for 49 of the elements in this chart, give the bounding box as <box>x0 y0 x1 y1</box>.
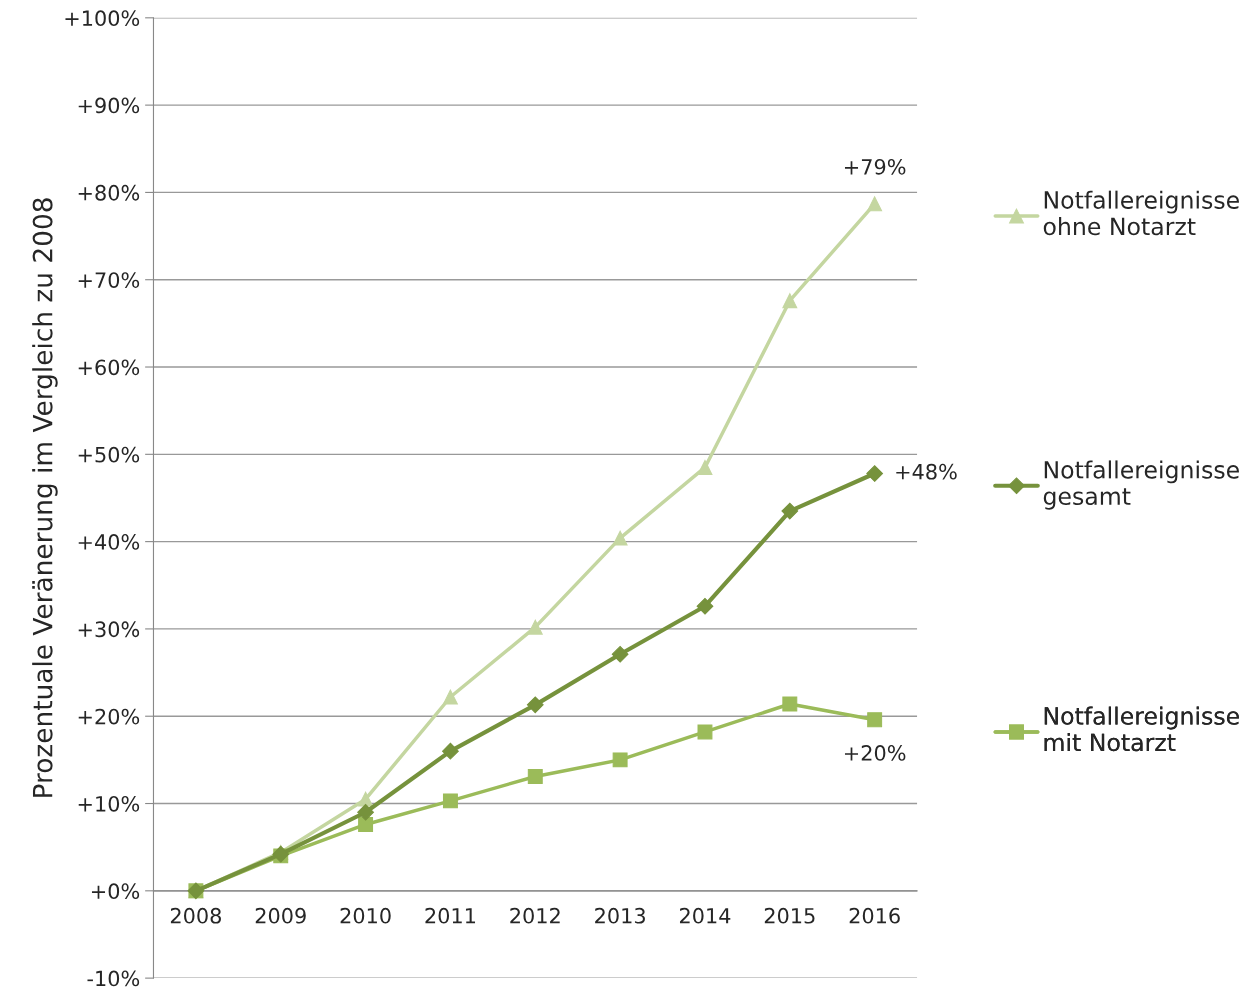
point <box>527 619 543 635</box>
legend-label: Notfallereignisse ohne Notarzt <box>1043 190 1239 236</box>
y-tick-label: +40% <box>78 534 140 550</box>
point <box>358 791 374 807</box>
y-tick-label: +100% <box>65 10 140 27</box>
point <box>697 459 713 475</box>
point <box>358 817 374 832</box>
point <box>867 712 883 728</box>
point <box>782 293 798 309</box>
annotation: +20% <box>844 745 906 761</box>
point <box>442 793 458 809</box>
point <box>357 803 374 821</box>
annotation: +48% <box>896 463 957 480</box>
annotation: +79% <box>844 158 906 175</box>
y-tick-label: +60% <box>78 359 140 376</box>
legend-label: Notfallereignisse gesamt <box>1043 460 1239 510</box>
point <box>612 530 628 546</box>
y-tick-label: +0% <box>91 883 140 900</box>
y-tick-label: +90% <box>78 97 140 114</box>
point <box>442 689 458 705</box>
point <box>526 696 544 714</box>
x-tick-label: 2016 <box>849 907 900 924</box>
point <box>866 465 884 482</box>
x-tick-label: 2010 <box>340 907 391 924</box>
x-tick-label: 2013 <box>595 907 645 924</box>
x-tick-label: 2008 <box>170 907 221 924</box>
point <box>781 502 799 520</box>
point <box>696 597 714 615</box>
legend-label: Notfallereignisse mit Notarzt <box>1044 706 1239 752</box>
x-tick-label: 2014 <box>679 907 731 924</box>
x-tick-label: 2012 <box>510 907 560 924</box>
x-tick-label: 2011 <box>425 907 476 924</box>
y-tick-label: +10% <box>78 795 140 812</box>
point <box>611 645 629 663</box>
y-axis-title: Prozentuale Veränerung im Vergleich zu 2008 <box>32 198 58 797</box>
point <box>697 724 713 740</box>
x-tick-label: 2009 <box>255 907 306 924</box>
y-tick-label: +50% <box>78 446 140 463</box>
point <box>867 196 883 212</box>
point <box>782 696 798 712</box>
point <box>527 768 543 784</box>
x-tick-label: 2015 <box>764 907 815 924</box>
y-tick-label: +20% <box>78 708 140 725</box>
y-tick-label: +70% <box>78 272 140 288</box>
point <box>612 752 628 768</box>
y-tick-label: +80% <box>78 184 140 201</box>
point <box>442 742 459 760</box>
y-tick-label: -10% <box>87 970 140 987</box>
y-tick-label: +30% <box>78 621 140 638</box>
